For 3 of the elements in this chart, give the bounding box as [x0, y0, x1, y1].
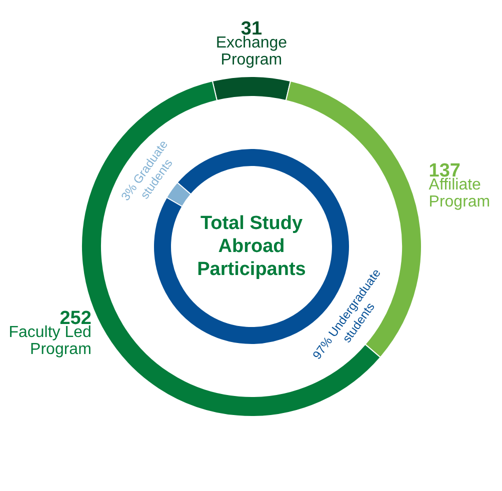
text: Total Study Abroad Participants: [197, 212, 306, 280]
slice-label: Faculty Led Program: [8, 324, 92, 358]
slice-label: Exchange Program: [216, 34, 288, 68]
